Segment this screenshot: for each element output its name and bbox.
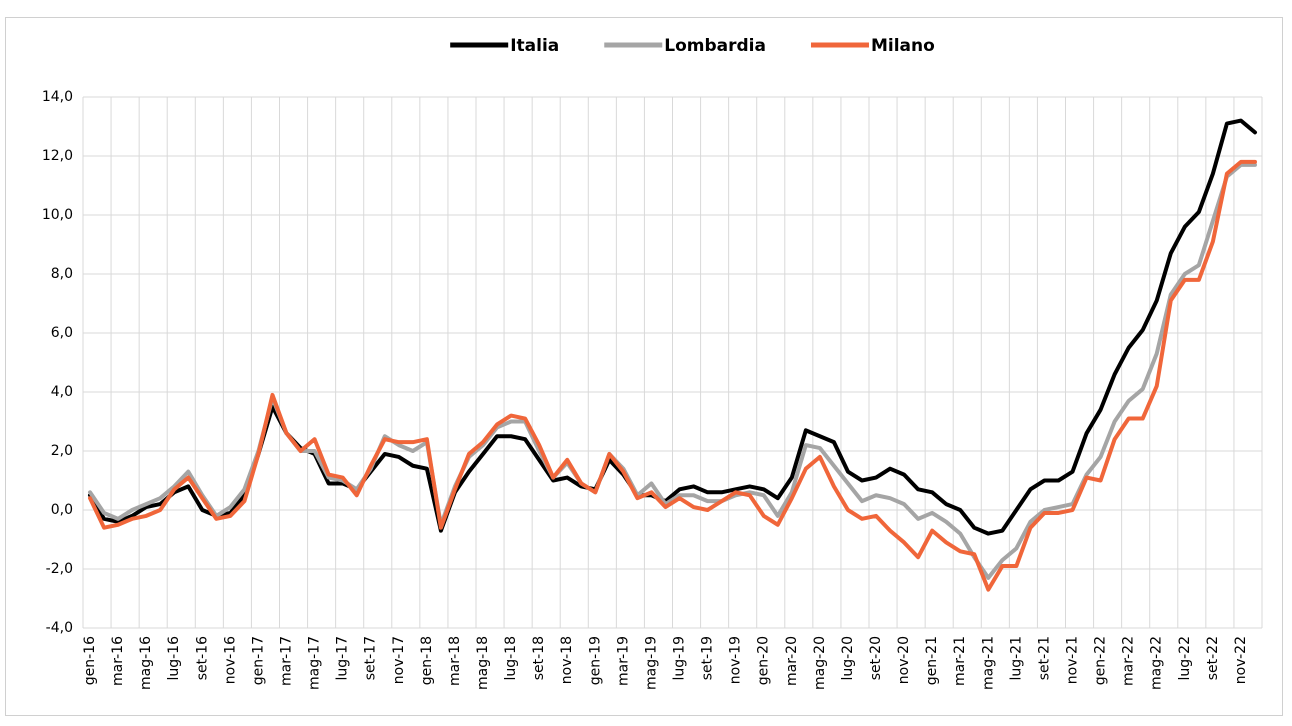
x-tick-label: mag-22	[1149, 636, 1165, 690]
x-tick-label: set-16	[194, 636, 210, 680]
y-tick-label: 12,0	[42, 148, 73, 164]
x-tick-label: set-22	[1205, 636, 1221, 680]
x-tick-label: gen-19	[587, 636, 603, 685]
x-tick-label: mar-18	[447, 636, 463, 686]
x-tick-label: lug-19	[672, 636, 688, 681]
x-tick-label: set-19	[700, 636, 716, 680]
x-tick-label: nov-18	[559, 636, 575, 684]
y-tick-label: -4,0	[46, 620, 73, 636]
x-tick-label: mag-18	[475, 636, 491, 690]
legend-text: Lombardia	[664, 36, 766, 56]
y-tick-label: 0,0	[51, 502, 73, 518]
x-tick-label: lug-21	[1008, 636, 1024, 681]
x-tick-label: nov-21	[1065, 636, 1081, 684]
x-tick-label: gen-21	[924, 636, 940, 685]
x-tick-label: set-18	[531, 636, 547, 680]
y-tick-label: 10,0	[42, 207, 73, 223]
x-tick-label: mar-22	[1121, 636, 1137, 686]
series-line	[88, 159, 1257, 592]
y-tick-label: 14,0	[42, 89, 73, 105]
x-tick-label: mag-17	[307, 636, 323, 690]
y-tick-label: 8,0	[51, 266, 73, 282]
x-tick-label: gen-17	[250, 636, 266, 685]
y-tick-label: 6,0	[51, 325, 73, 341]
x-tick-label: set-21	[1036, 636, 1052, 680]
x-tick-label: gen-16	[82, 636, 98, 685]
x-tick-label: mar-19	[615, 636, 631, 686]
y-tick-label: 4,0	[51, 384, 73, 400]
x-tick-label: nov-19	[728, 636, 744, 684]
y-tick-label: -2,0	[46, 561, 73, 577]
x-tick-label: mar-17	[279, 636, 295, 686]
x-tick-label: lug-20	[840, 636, 856, 681]
x-tick-label: set-20	[868, 636, 884, 680]
x-tick-label: mag-16	[138, 636, 154, 690]
x-tick-label: lug-18	[503, 636, 519, 681]
x-tick-label: mar-21	[952, 636, 968, 686]
x-tick-label: nov-17	[391, 636, 407, 684]
x-tick-label: mag-20	[812, 636, 828, 690]
x-tick-label: lug-16	[166, 636, 182, 681]
x-tick-label: gen-18	[419, 636, 435, 685]
x-tick-label: nov-22	[1233, 636, 1249, 684]
legend-text: Milano	[871, 36, 935, 56]
x-tick-label: gen-20	[756, 636, 772, 685]
x-tick-label: nov-20	[896, 636, 912, 684]
x-tick-label: nov-16	[222, 636, 238, 684]
x-tick-label: mag-19	[643, 636, 659, 690]
x-tick-label: gen-22	[1093, 636, 1109, 685]
x-tick-label: lug-22	[1177, 636, 1193, 681]
x-tick-label: mar-20	[784, 636, 800, 686]
x-tick-label: lug-17	[335, 636, 351, 681]
x-tick-label: set-17	[363, 636, 379, 680]
legend-text: Italia	[510, 36, 559, 56]
y-tick-label: 2,0	[51, 443, 73, 459]
x-tick-label: mar-16	[110, 636, 126, 686]
x-tick-label: mag-21	[980, 636, 996, 690]
